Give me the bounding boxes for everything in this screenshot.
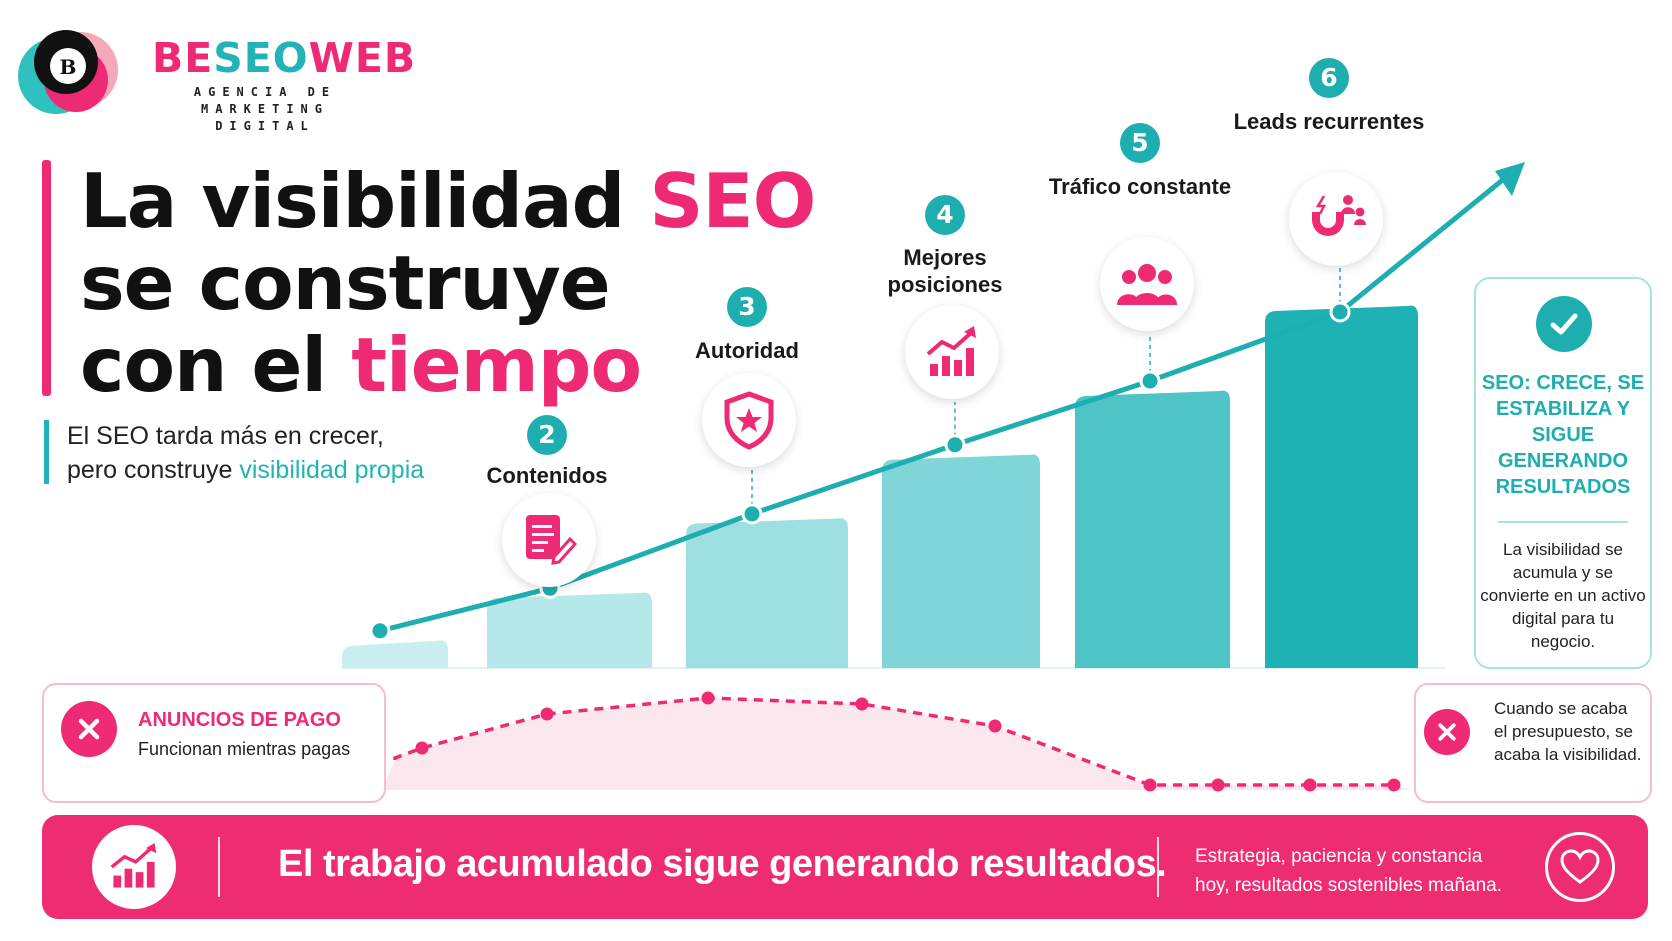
checkmark-icon [1536,296,1592,352]
chart-bar [1265,305,1418,668]
step-number: 3 [727,287,767,327]
chart-bar [487,592,652,668]
growth-point [944,434,966,456]
growth-chart-icon [926,326,976,376]
heart-icon [1545,832,1615,902]
bottom-banner [42,815,1648,919]
step-icon-circle [702,373,796,467]
ads-point [855,697,869,711]
growth-point [741,503,763,525]
step-number: 4 [925,195,965,235]
step-number: 2 [527,415,567,455]
paid-ads-text: Funcionan mientras pagas [138,739,351,759]
brand-name: BESEOWEB [152,34,417,82]
ads-point [988,719,1002,733]
ads-point [1143,778,1157,792]
people-group-icon [1117,264,1177,305]
ads-point [1211,778,1225,792]
paid-ads-title: ANUNCIOS DE PAGO [138,709,341,731]
banner-subtext: Estrategia, paciencia y constancia hoy, r… [1195,846,1502,896]
document-edit-icon [526,515,578,565]
chart-bar [882,454,1040,668]
close-x-icon [61,701,117,757]
magnet-leads-icon [1312,195,1366,236]
ads-point [701,691,715,705]
divider [1498,521,1628,523]
page-subtitle: El SEO tarda más en crecer, pero constru… [67,422,425,484]
ads-point [540,707,554,721]
step-icon-circle [905,305,999,399]
page-title: La visibilidad SEO se construye con el t… [80,157,816,409]
ads-point [1303,778,1317,792]
banner-divider [218,837,220,897]
title-accent-bar [42,160,51,396]
ads-point [1387,778,1401,792]
step-label: Contenidos [486,463,608,488]
step-label: Leads recurrentes [1233,109,1425,134]
step-icon-circle [502,493,596,587]
growth-arrow-head [1495,162,1525,196]
subtitle-accent-bar [44,420,49,484]
step-icon-circle [1100,237,1194,331]
close-x-icon [1424,709,1470,755]
growth-chart-icon [92,825,176,909]
chart-bar [342,640,448,668]
step-label: Mejores posiciones [887,245,1003,297]
growth-point [1139,370,1161,392]
step-number: 6 [1309,58,1349,98]
growth-point [1329,301,1351,323]
banner-divider [1157,837,1159,897]
ads-point [415,741,429,755]
chart-bar [686,518,848,668]
seo-card-text: La visibilidad se acumula y se convierte… [1480,540,1646,651]
ads-area-fill [382,698,1412,790]
seo-card-title: SEO: CRECE, SE ESTABILIZA Y SIGUE GENERA… [1481,372,1645,498]
brand-tagline: AGENCIA DE MARKETING DIGITAL [193,85,337,133]
shield-star-icon [724,391,774,450]
step-label: Autoridad [695,338,799,363]
budget-end-text: Cuando se acaba el presupuesto, se acaba… [1494,699,1642,764]
growth-point [369,620,391,642]
step-icon-circle [1289,172,1383,266]
step-label: Tráfico constante [1048,174,1232,199]
logo-letter: B [60,55,77,79]
ads-dashed-line [393,696,1394,787]
banner-headline: El trabajo acumulado sigue generando res… [278,843,1167,885]
chart-bar [1075,390,1230,668]
brand-logo: B [18,30,118,114]
step-number: 5 [1120,123,1160,163]
